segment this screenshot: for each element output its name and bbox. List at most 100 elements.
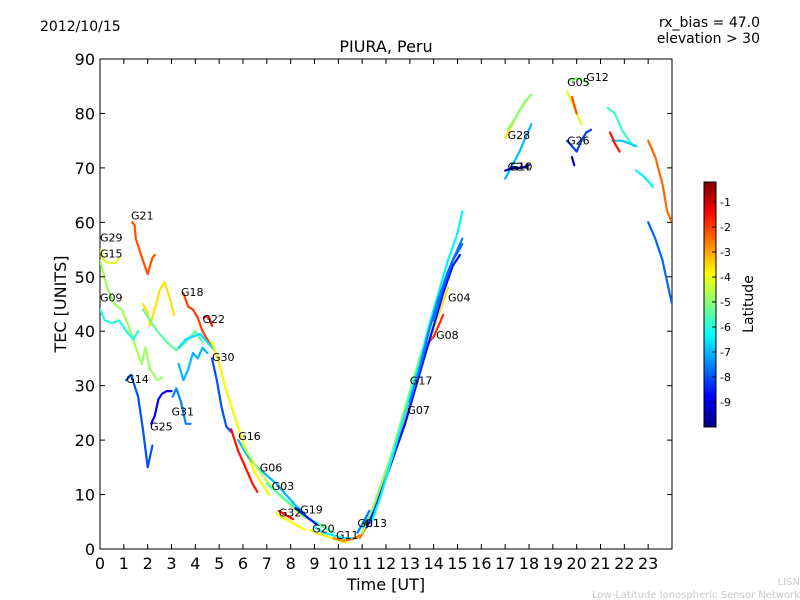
satellite-label: G21 bbox=[131, 210, 154, 223]
series-line bbox=[210, 341, 271, 496]
series-line bbox=[356, 509, 371, 534]
series-line bbox=[100, 259, 164, 382]
satellite-label: G25 bbox=[150, 420, 173, 433]
series-line bbox=[608, 131, 621, 153]
satellite-label: G19 bbox=[300, 504, 323, 517]
satellite-label: G13 bbox=[365, 517, 388, 530]
y-tick-label: 70 bbox=[75, 159, 95, 178]
series-line bbox=[504, 164, 531, 172]
series-line bbox=[647, 221, 672, 306]
x-tick-label: 0 bbox=[95, 554, 105, 573]
satellite-label: G17 bbox=[410, 375, 433, 388]
colorbar-tick-label: -9 bbox=[720, 396, 731, 409]
x-tick-label: 3 bbox=[166, 554, 176, 573]
satellite-label: G24 bbox=[508, 161, 531, 174]
colorbar-tick-label: -2 bbox=[720, 221, 731, 234]
satellite-label: G26 bbox=[567, 135, 590, 148]
series-line bbox=[647, 139, 672, 224]
x-tick-label: 16 bbox=[471, 554, 491, 573]
series-line bbox=[100, 248, 121, 265]
x-tick-label: 2 bbox=[143, 554, 153, 573]
series-line bbox=[230, 428, 259, 493]
satellite-label: G16 bbox=[238, 430, 261, 443]
series-line bbox=[570, 96, 578, 115]
satellite-label: G05 bbox=[567, 76, 590, 89]
satellite-label: G04 bbox=[448, 291, 471, 304]
series-line bbox=[177, 346, 209, 382]
satellite-label: G12 bbox=[586, 71, 609, 84]
series-line bbox=[294, 507, 318, 526]
series-line bbox=[635, 169, 654, 188]
credit-short: LISN bbox=[778, 577, 800, 588]
satellite-label: G29 bbox=[100, 231, 123, 244]
satellite-label: G20 bbox=[312, 523, 335, 536]
x-tick-label: 6 bbox=[238, 554, 248, 573]
series-line bbox=[210, 357, 233, 433]
x-tick-label: 5 bbox=[214, 554, 224, 573]
satellite-label: G14 bbox=[126, 373, 149, 386]
x-tick-label: 20 bbox=[566, 554, 586, 573]
colorbar: -9 -8 -7 -6 -5 -4 -3 -2 -1 Latitude bbox=[703, 181, 757, 428]
colorbar-tick-label: -3 bbox=[720, 246, 731, 259]
x-tick-label: 21 bbox=[590, 554, 610, 573]
x-axis-ticks: 0 1 2 3 4 5 6 7 8 9 10 11 12 13 14 15 16 17 18 19 20 21 22 23 bbox=[95, 59, 658, 573]
series-line bbox=[141, 281, 175, 327]
x-tick-label: 8 bbox=[286, 554, 296, 573]
x-tick-label: 9 bbox=[309, 554, 319, 573]
satellite-label: G09 bbox=[100, 291, 123, 304]
satellite-label: G22 bbox=[203, 313, 226, 326]
x-tick-label: 17 bbox=[495, 554, 515, 573]
y-tick-label: 50 bbox=[75, 268, 95, 287]
y-tick-label: 0 bbox=[85, 540, 95, 559]
colorbar-tick-label: -1 bbox=[720, 196, 731, 209]
satellite-label: G18 bbox=[181, 286, 204, 299]
satellite-label: G10 bbox=[510, 161, 533, 174]
x-tick-label: 11 bbox=[352, 554, 372, 573]
x-tick-label: 13 bbox=[400, 554, 420, 573]
satellite-label: G01 bbox=[357, 517, 380, 530]
series-line bbox=[125, 373, 154, 469]
satellite-label: G30 bbox=[212, 351, 235, 364]
series-line bbox=[182, 292, 214, 349]
x-tick-label: 15 bbox=[447, 554, 467, 573]
series-line bbox=[566, 128, 593, 153]
series-layer bbox=[100, 77, 672, 544]
x-tick-label: 23 bbox=[638, 554, 658, 573]
x-tick-label: 7 bbox=[262, 554, 272, 573]
x-tick-label: 10 bbox=[328, 554, 348, 573]
x-tick-label: 1 bbox=[119, 554, 129, 573]
y-tick-label: 80 bbox=[75, 104, 95, 123]
satellite-label: G31 bbox=[172, 406, 195, 419]
y-tick-label: 90 bbox=[75, 50, 95, 69]
colorbar-ticks: -9 -8 -7 -6 -5 -4 -3 -2 -1 bbox=[712, 196, 731, 409]
credit-long: Low-Latitude Ionospheric Sensor Network bbox=[592, 590, 800, 600]
series-line bbox=[570, 155, 576, 167]
satellite-label: G28 bbox=[508, 129, 531, 142]
satellite-label: G15 bbox=[100, 248, 123, 261]
colorbar-tick-label: -5 bbox=[720, 296, 731, 309]
x-tick-label: 12 bbox=[376, 554, 396, 573]
series-line bbox=[275, 512, 307, 531]
series-line bbox=[141, 308, 204, 352]
colorbar-tick-label: -6 bbox=[720, 321, 731, 334]
x-tick-label: 14 bbox=[423, 554, 443, 573]
satellite-label: G07 bbox=[407, 404, 430, 417]
series-line bbox=[131, 221, 156, 276]
y-tick-label: 60 bbox=[75, 213, 95, 232]
series-line bbox=[568, 77, 590, 85]
series-line bbox=[332, 534, 361, 542]
colorbar-label: Latitude bbox=[741, 275, 757, 333]
colorbar-tick-label: -8 bbox=[720, 371, 731, 384]
series-line bbox=[277, 509, 295, 521]
series-line bbox=[506, 93, 533, 131]
colorbar-tick-label: -7 bbox=[720, 346, 731, 359]
y-axis-ticks: 0 10 20 30 40 50 60 70 80 90 bbox=[75, 50, 672, 559]
y-tick-label: 30 bbox=[75, 377, 95, 396]
y-axis-label: TEC [UNITS] bbox=[51, 256, 70, 354]
elevation-label: elevation > 30 bbox=[657, 31, 760, 47]
series-line bbox=[370, 210, 464, 523]
satellite-label: G06 bbox=[260, 462, 283, 475]
series-line bbox=[100, 308, 140, 341]
